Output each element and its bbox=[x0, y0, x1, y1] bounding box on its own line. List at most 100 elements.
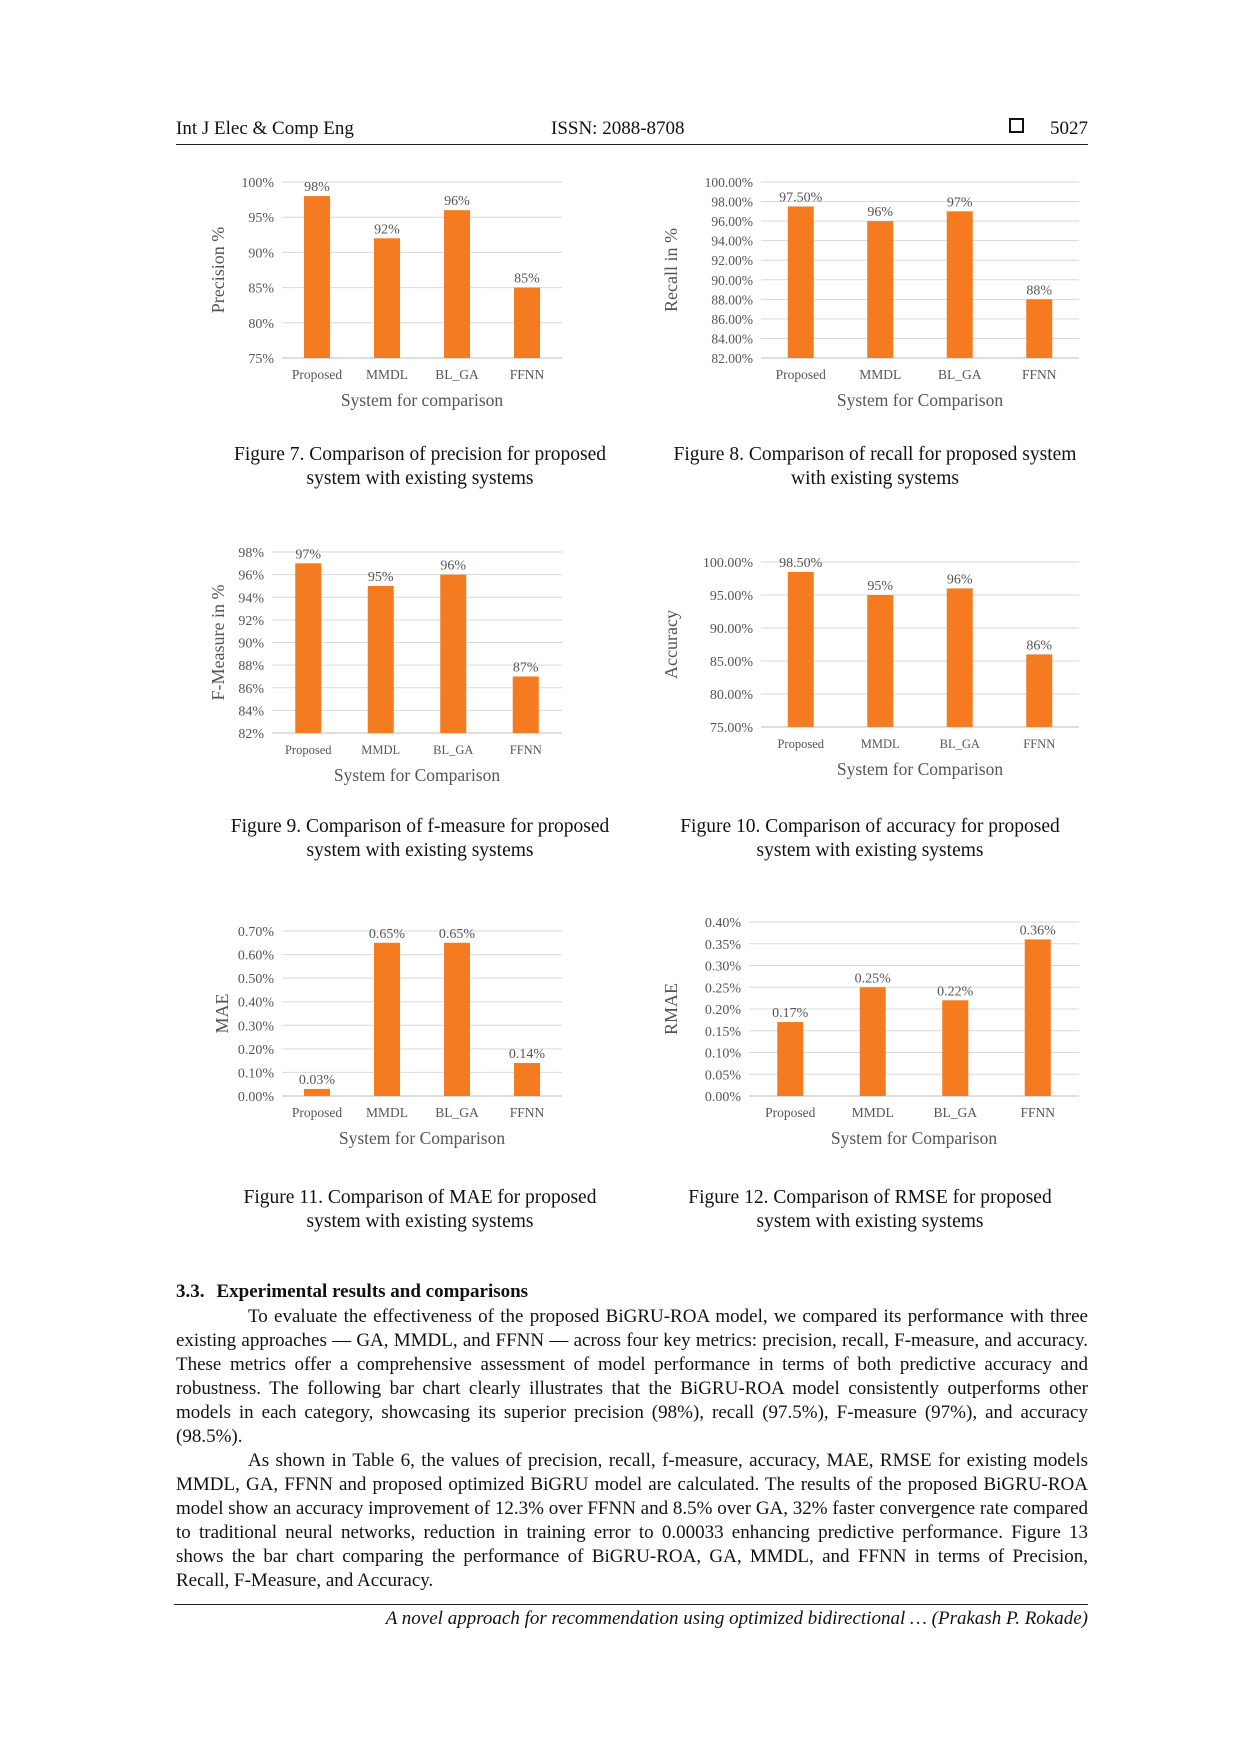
y-tick-label: 85.00% bbox=[710, 655, 754, 670]
figure-8-caption: Figure 8. Comparison of recall for propo… bbox=[650, 443, 1100, 491]
x-tick-label: MMDL bbox=[852, 1105, 894, 1120]
x-axis-label: System for Comparison bbox=[339, 1128, 505, 1148]
bar bbox=[787, 571, 814, 727]
y-tick-label: 0.40% bbox=[705, 916, 742, 931]
running-title: A novel approach for recommendation usin… bbox=[385, 1608, 1088, 1629]
x-tick-label: BL_GA bbox=[938, 367, 982, 382]
x-tick-label: Proposed bbox=[777, 737, 824, 751]
y-tick-label: 88% bbox=[238, 659, 264, 674]
data-label: 96% bbox=[867, 205, 893, 220]
bar bbox=[942, 1000, 969, 1096]
chart-precision: 75% 80% 85% 90% 95% 100% 98% Proposed 92% MMDL 96%… bbox=[176, 160, 646, 410]
y-tick-label: 95.00% bbox=[710, 589, 754, 604]
y-tick-label: 75.00% bbox=[710, 721, 754, 736]
data-label: 98% bbox=[304, 180, 330, 195]
caption-line: system with existing systems bbox=[756, 1211, 984, 1232]
data-label: 0.03% bbox=[299, 1073, 336, 1088]
bar bbox=[374, 238, 400, 358]
x-tick-label: FFNN bbox=[510, 1105, 545, 1120]
y-tick-label: 96% bbox=[238, 569, 264, 584]
data-label: 0.65% bbox=[369, 927, 406, 942]
y-tick-label: 98.00% bbox=[711, 195, 753, 210]
bar bbox=[946, 211, 973, 358]
y-tick-label: 95% bbox=[248, 211, 274, 226]
x-tick-label: BL_GA bbox=[940, 737, 980, 751]
y-tick-label: 0.20% bbox=[238, 1043, 275, 1058]
caption-line: Figure 12. Comparison of RMSE for propos… bbox=[688, 1187, 1052, 1208]
x-tick-label: Proposed bbox=[776, 367, 826, 382]
y-tick-label: 0.40% bbox=[238, 996, 275, 1011]
figure-10-caption: Figure 10. Comparison of accuracy for pr… bbox=[660, 815, 1080, 863]
data-label: 92% bbox=[374, 222, 400, 237]
bar bbox=[777, 1022, 804, 1096]
y-tick-label: 0.35% bbox=[705, 938, 742, 953]
data-label: 0.14% bbox=[509, 1047, 546, 1062]
section-title: Experimental results and comparisons bbox=[216, 1281, 529, 1302]
y-tick-label: 0.15% bbox=[705, 1025, 742, 1040]
x-tick-label: FFNN bbox=[1020, 1105, 1055, 1120]
y-tick-label: 82% bbox=[238, 727, 264, 742]
x-tick-label: FFNN bbox=[1022, 367, 1057, 382]
bar bbox=[444, 210, 470, 358]
bar bbox=[367, 585, 394, 733]
y-tick-label: 80% bbox=[248, 317, 274, 332]
bar bbox=[374, 942, 400, 1096]
y-tick-label: 0.50% bbox=[238, 972, 275, 987]
y-tick-label: 0.10% bbox=[238, 1066, 275, 1081]
section-number: 3.3. bbox=[176, 1281, 205, 1302]
data-label: 97% bbox=[947, 195, 973, 210]
y-tick-label: 82.00% bbox=[711, 351, 753, 366]
caption-line: system with existing systems bbox=[306, 840, 534, 861]
square-bullet-icon bbox=[1009, 118, 1024, 133]
caption-line: Figure 11. Comparison of MAE for propose… bbox=[243, 1187, 597, 1208]
caption-line: system with existing systems bbox=[306, 468, 534, 489]
y-axis-label: Recall in % bbox=[661, 228, 681, 312]
x-tick-label: BL_GA bbox=[435, 1105, 479, 1120]
bar bbox=[304, 196, 330, 358]
y-tick-label: 90% bbox=[248, 246, 274, 261]
y-tick-label: 98% bbox=[238, 546, 264, 561]
journal-name: Int J Elec & Comp Eng bbox=[176, 118, 354, 139]
y-tick-label: 90% bbox=[238, 637, 264, 652]
data-label: 95% bbox=[368, 570, 394, 585]
data-label: 0.25% bbox=[855, 971, 892, 986]
data-label: 0.17% bbox=[772, 1006, 809, 1021]
bar bbox=[514, 287, 540, 358]
x-axis-label: System for Comparison bbox=[334, 765, 500, 785]
x-tick-label: Proposed bbox=[285, 743, 332, 757]
bar bbox=[867, 221, 894, 358]
bar bbox=[440, 574, 467, 733]
figure-12-caption: Figure 12. Comparison of RMSE for propos… bbox=[660, 1186, 1080, 1234]
y-tick-label: 94.00% bbox=[711, 234, 753, 249]
bar bbox=[304, 1088, 330, 1096]
x-tick-label: BL_GA bbox=[433, 743, 473, 757]
figure-9-caption: Figure 9. Comparison of f-measure for pr… bbox=[210, 815, 630, 863]
page-header: Int J Elec & Comp Eng ISSN: 2088-8708 50… bbox=[176, 118, 1088, 145]
page-number: 5027 bbox=[1050, 118, 1088, 139]
y-tick-label: 90.00% bbox=[711, 273, 753, 288]
y-tick-label: 0.70% bbox=[238, 925, 275, 940]
chart-mae: 0.00% 0.10% 0.20% 0.30% 0.40% 0.50% 0.60% 0.70%… bbox=[176, 905, 646, 1155]
data-label: 96% bbox=[947, 572, 973, 587]
y-tick-label: 0.20% bbox=[705, 1003, 742, 1018]
page-number-area: 5027 bbox=[1009, 118, 1088, 140]
x-axis-label: System for Comparison bbox=[837, 759, 1003, 779]
caption-line: system with existing systems bbox=[756, 840, 984, 861]
x-tick-label: MMDL bbox=[361, 743, 400, 757]
y-tick-label: 0.00% bbox=[238, 1090, 275, 1105]
figure-11-caption: Figure 11. Comparison of MAE for propose… bbox=[210, 1186, 630, 1234]
y-tick-label: 0.30% bbox=[705, 960, 742, 975]
y-tick-label: 84.00% bbox=[711, 331, 753, 346]
bar bbox=[787, 206, 814, 358]
y-tick-label: 100.00% bbox=[703, 556, 754, 571]
bar bbox=[867, 595, 894, 727]
x-tick-label: FFNN bbox=[1023, 737, 1055, 751]
bar bbox=[859, 987, 886, 1096]
x-tick-label: Proposed bbox=[292, 1105, 342, 1120]
y-axis-label: Accuracy bbox=[661, 610, 681, 679]
x-axis-label: System for Comparison bbox=[837, 390, 1003, 410]
data-label: 88% bbox=[1026, 283, 1052, 298]
bar bbox=[512, 676, 539, 733]
data-label: 0.65% bbox=[439, 927, 476, 942]
section-heading: 3.3. Experimental results and comparisons bbox=[176, 1281, 528, 1303]
